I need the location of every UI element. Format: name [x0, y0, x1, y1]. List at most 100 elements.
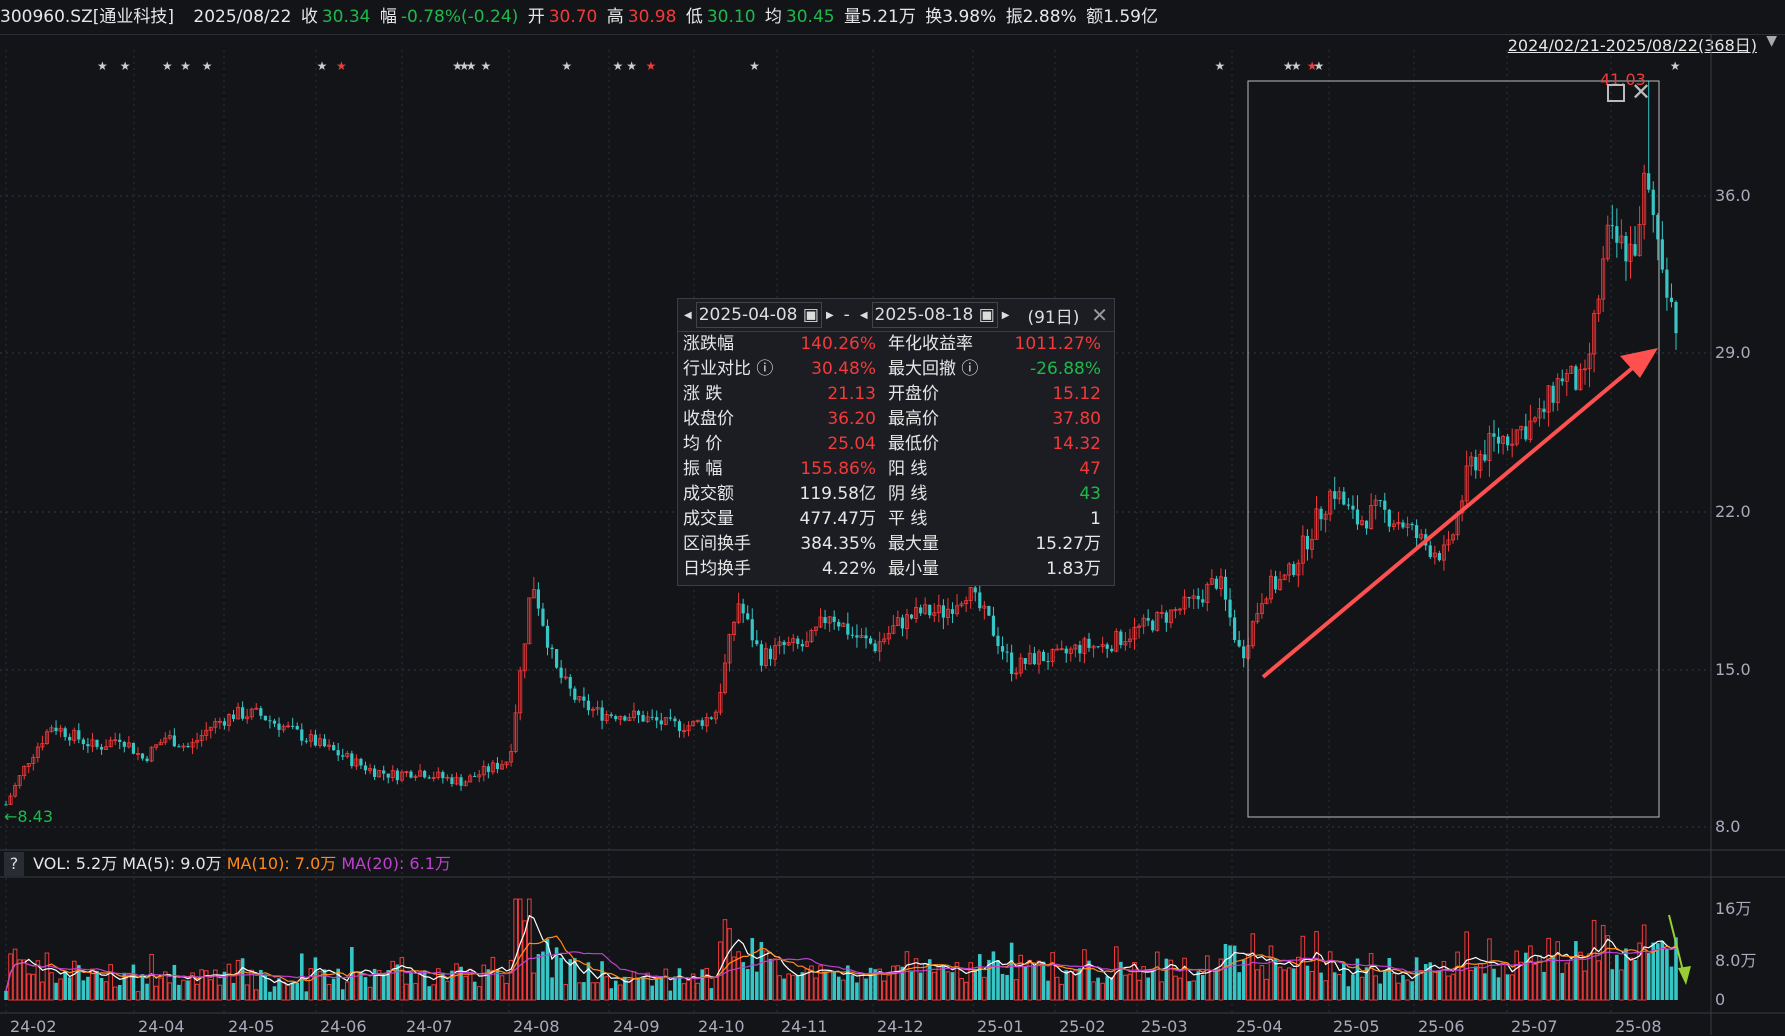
- candle-body: [300, 729, 304, 741]
- volume-bar: [1364, 967, 1369, 1000]
- volume-bar: [1136, 979, 1142, 1001]
- candle-body: [313, 734, 318, 746]
- dropdown-caret-icon[interactable]: ▼: [1766, 33, 1777, 49]
- next-end-icon[interactable]: ▶: [1001, 309, 1010, 321]
- volume-bar: [317, 971, 323, 1001]
- volume-bar: [690, 973, 696, 1001]
- candle-body: [1501, 436, 1506, 444]
- volume-bar: [895, 965, 901, 1001]
- volume-bar: [1569, 959, 1574, 1001]
- volume-bar: [950, 972, 955, 1000]
- next-start-icon[interactable]: ▶: [825, 309, 834, 321]
- close-selection-icon[interactable]: ✕: [1631, 78, 1652, 106]
- prev-start-icon[interactable]: ◀: [684, 309, 692, 321]
- volume-bar: [481, 964, 487, 1001]
- quote-bar: 300960.SZ[通业科技] 2025/08/22 收 30.34 幅 -0.78…: [0, 0, 1785, 35]
- calendar-icon[interactable]: ▣: [802, 305, 819, 325]
- volume-bar: [1123, 974, 1128, 1001]
- candle-body: [668, 717, 672, 719]
- candle-body: [86, 744, 90, 747]
- candle-body: [700, 720, 704, 726]
- volume-bar: [1528, 945, 1533, 1001]
- volume-tick: 16万: [1715, 899, 1752, 918]
- volume-bar: [435, 968, 441, 1001]
- event-star-icon: ★: [1291, 59, 1302, 73]
- candle-body: [1178, 608, 1183, 611]
- volume-bar: [376, 970, 382, 1001]
- close-popup-icon[interactable]: ✕: [1091, 303, 1108, 327]
- vol-value: VOL: 5.2万: [33, 854, 118, 873]
- volume-bar: [1237, 972, 1241, 1000]
- date-range-selector[interactable]: 2024/02/21-2025/08/22(368日): [1507, 36, 1757, 55]
- candle-body: [964, 600, 969, 605]
- calendar-icon[interactable]: ▣: [978, 305, 995, 325]
- volume-bar: [727, 928, 732, 1001]
- volume-bar: [1050, 952, 1055, 1001]
- event-star-icon: ★: [459, 59, 470, 73]
- stat-label: 最大量: [888, 534, 939, 554]
- candle-body: [1064, 648, 1068, 654]
- candle-body: [1137, 625, 1142, 628]
- candle-body: [1369, 505, 1374, 529]
- date-tick: 25-03: [1141, 1017, 1188, 1036]
- volume-bar: [459, 966, 463, 1000]
- start-date-input[interactable]: 2025-04-08 ▣: [695, 302, 822, 328]
- volume-bar: [1191, 980, 1196, 1001]
- volume-bar: [1168, 959, 1174, 1001]
- volume-bar: [772, 958, 778, 1001]
- candle-body: [1514, 429, 1519, 445]
- maximize-icon[interactable]: [1607, 84, 1625, 102]
- candle-body: [1319, 508, 1323, 520]
- candle-body: [436, 771, 441, 778]
- stat-value: 384.35%: [800, 534, 876, 554]
- volume-bar: [627, 979, 632, 1001]
- candle-body: [1624, 236, 1628, 262]
- volume-bar: [158, 977, 164, 1001]
- candle-body: [650, 716, 654, 718]
- volume-bar: [777, 975, 782, 1001]
- candle-body: [600, 707, 604, 721]
- stat-label: 成交量: [683, 509, 734, 529]
- candle-body: [1537, 408, 1542, 419]
- stat-label: 平 线: [888, 509, 928, 529]
- volume-bar: [1091, 981, 1096, 1001]
- volume-bar: [755, 971, 759, 1000]
- volume-bar: [645, 972, 650, 1001]
- candle-body: [1214, 578, 1219, 589]
- candle-body: [623, 716, 627, 721]
- candle-body: [864, 635, 868, 639]
- date-tick: 24-12: [877, 1017, 924, 1036]
- stat-value: 47: [1079, 459, 1101, 479]
- candle-body: [554, 649, 559, 668]
- date-tick: 25-01: [977, 1017, 1024, 1036]
- volume-bar: [1336, 974, 1342, 1001]
- candle-body: [95, 739, 99, 747]
- volume-bar: [1359, 976, 1365, 1001]
- event-star-icon: ★: [317, 59, 328, 73]
- candle-body: [1096, 646, 1100, 648]
- end-date-input[interactable]: 2025-08-18 ▣: [871, 302, 998, 328]
- volume-bar: [1646, 953, 1651, 1000]
- volume-bar: [1391, 973, 1397, 1001]
- volume-bar: [1633, 960, 1637, 1000]
- volume-bar: [1277, 966, 1283, 1001]
- volume-bar: [1105, 976, 1109, 1000]
- candle-body: [982, 605, 987, 609]
- volume-bar: [1410, 981, 1414, 1000]
- help-button[interactable]: ?: [4, 852, 24, 876]
- date-tick: 24-02: [10, 1017, 57, 1036]
- arrow-head-icon: [1678, 966, 1691, 985]
- candle-body: [363, 765, 368, 771]
- candle-body: [904, 614, 909, 629]
- candle-body: [1364, 520, 1369, 529]
- candle-body: [386, 773, 390, 778]
- candle-body: [172, 735, 176, 747]
- candle-body: [1018, 657, 1023, 674]
- prev-end-icon[interactable]: ◀: [859, 309, 868, 321]
- volume-bar: [846, 965, 850, 1000]
- candle-body: [341, 755, 345, 757]
- event-star-icon: ★: [452, 59, 463, 73]
- candle-body: [1078, 644, 1082, 654]
- candle-body: [936, 604, 941, 614]
